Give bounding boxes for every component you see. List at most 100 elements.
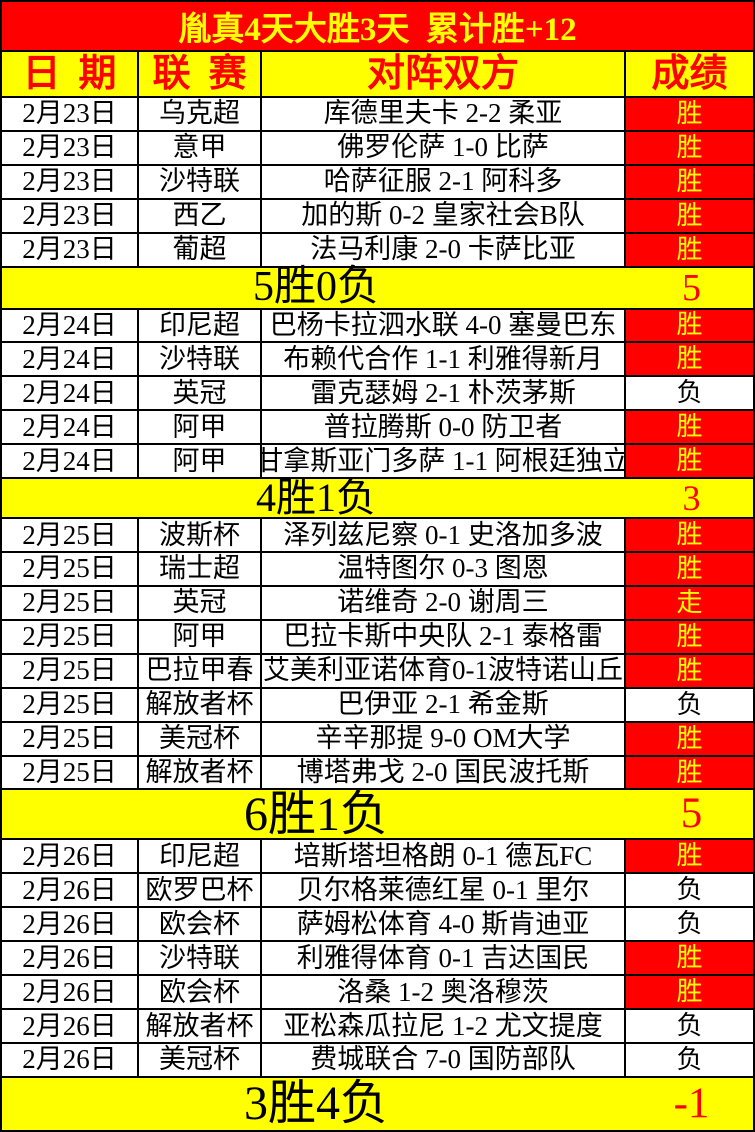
date-cell: 2月24日 bbox=[2, 309, 139, 342]
match-cell: 亚松森瓜拉尼 1-2 尤文提度 bbox=[262, 1010, 626, 1043]
table-row: 2月26日 印尼超 培斯塔坦格朗 0-1 德瓦FC 胜 bbox=[2, 840, 753, 875]
summary-label: 6胜1负 bbox=[243, 787, 388, 841]
result-cell: 胜 bbox=[626, 840, 753, 873]
result-cell: 胜 bbox=[626, 411, 753, 444]
date-cell: 2月25日 bbox=[2, 688, 139, 721]
match-cell: 加的斯 0-2 皇家社会B队 bbox=[262, 199, 626, 232]
summary-label: 5胜0负 bbox=[252, 263, 379, 310]
result-cell: 胜 bbox=[626, 942, 753, 975]
match-cell: 辛辛那提 9-0 OM大学 bbox=[262, 722, 626, 755]
match-cell: 雷克瑟姆 2-1 朴茨茅斯 bbox=[262, 377, 626, 410]
summary-row: 5胜0负 5 bbox=[2, 263, 753, 310]
result-cell: 胜 bbox=[626, 309, 753, 342]
table-row: 2月25日 瑞士超 温特图尔 0-3 图恩胜 bbox=[2, 553, 753, 587]
result-cell: 胜 bbox=[626, 131, 753, 164]
date-cell: 2月26日 bbox=[2, 874, 139, 907]
result-cell: 负 bbox=[626, 908, 753, 941]
table-header-row: 日期 联赛 对阵双方 成绩 bbox=[2, 52, 753, 98]
result-cell: 胜 bbox=[626, 722, 753, 755]
column-header-match: 对阵双方 bbox=[262, 52, 626, 96]
table-row: 2月23日 乌克超 库德里夫卡 2-2 柔亚胜 bbox=[2, 98, 753, 132]
result-cell: 负 bbox=[626, 377, 753, 410]
table-row: 2月26日 美冠杯 费城联合 7-0 国防部队负 bbox=[2, 1044, 753, 1078]
match-cell: 布赖代合作 1-1 利雅得新月 bbox=[262, 343, 626, 376]
league-cell: 印尼超 bbox=[139, 840, 262, 873]
column-header-result: 成绩 bbox=[651, 53, 728, 95]
match-cell: 佛罗伦萨 1-0 比萨 bbox=[262, 131, 626, 164]
match-cell: 费城联合 7-0 国防部队 bbox=[262, 1044, 626, 1076]
match-cell: 贝尔格莱德红星 0-1 里尔 bbox=[262, 874, 626, 907]
match-cell: 洛桑 1-2 奥洛穆茨 bbox=[262, 976, 626, 1009]
date-cell: 2月24日 bbox=[2, 411, 139, 444]
result-cell: 负 bbox=[626, 874, 753, 907]
date-cell: 2月26日 bbox=[2, 942, 139, 975]
date-cell: 2月25日 bbox=[2, 756, 139, 789]
date-cell: 2月26日 bbox=[2, 976, 139, 1009]
table-row: 2月23日 葡超 法马利康 2-0 卡萨比亚胜 bbox=[2, 233, 753, 268]
result-cell: 胜 bbox=[626, 553, 753, 585]
date-cell: 2月25日 bbox=[2, 620, 139, 653]
table-row: 2月25日 波斯杯 泽列兹尼察 0-1 史洛加多波胜 bbox=[2, 519, 753, 554]
date-cell: 2月25日 bbox=[2, 519, 139, 552]
result-cell: 胜 bbox=[626, 343, 753, 376]
table-row: 2月24日 英冠 雷克瑟姆 2-1 朴茨茅斯负 bbox=[2, 377, 753, 412]
match-cell: 泽列兹尼察 0-1 史洛加多波 bbox=[262, 519, 626, 552]
table-row: 2月25日 阿甲 巴拉卡斯中央队 2-1 泰格雷胜 bbox=[2, 620, 753, 655]
league-cell: 美冠杯 bbox=[139, 1044, 262, 1076]
table-row: 2月25日 美冠杯 辛辛那提 9-0 OM大学胜 bbox=[2, 722, 753, 757]
result-cell: 胜 bbox=[626, 519, 753, 552]
match-cell: 培斯塔坦格朗 0-1 德瓦FC bbox=[262, 840, 626, 873]
match-cell: 萨姆松体育 4-0 斯肯迪亚 bbox=[262, 908, 626, 941]
league-cell: 欧罗巴杯 bbox=[139, 874, 262, 907]
result-cell: 负 bbox=[626, 688, 753, 721]
result-cell: 胜 bbox=[626, 976, 753, 1009]
date-cell: 2月23日 bbox=[2, 98, 139, 130]
table-row: 2月25日 巴拉甲春 艾美利亚诺体育0-1波特诺山丘胜 bbox=[2, 654, 753, 689]
date-cell: 2月24日 bbox=[2, 343, 139, 376]
league-cell: 解放者杯 bbox=[139, 688, 262, 721]
table-row: 2月24日 印尼超 巴杨卡拉泗水联 4-0 塞曼巴东胜 bbox=[2, 309, 753, 344]
match-cell: 巴杨卡拉泗水联 4-0 塞曼巴东 bbox=[262, 309, 626, 342]
league-cell: 阿甲 bbox=[139, 445, 262, 478]
table-row: 2月26日 欧罗巴杯 贝尔格莱德红星 0-1 里尔负 bbox=[2, 874, 753, 909]
table-row: 2月26日 沙特联 利雅得体育 0-1 吉达国民胜 bbox=[2, 942, 753, 977]
match-cell: 库德里夫卡 2-2 柔亚 bbox=[262, 98, 626, 130]
date-cell: 2月25日 bbox=[2, 586, 139, 619]
table-row: 2月23日 沙特联 哈萨征服 2-1 阿科多胜 bbox=[2, 165, 753, 200]
league-cell: 瑞士超 bbox=[139, 553, 262, 585]
league-cell: 西乙 bbox=[139, 199, 262, 232]
match-cell: 巴拉卡斯中央队 2-1 泰格雷 bbox=[262, 620, 626, 653]
summary-score: 3 bbox=[682, 478, 701, 519]
league-cell: 欧会杯 bbox=[139, 908, 262, 941]
result-cell: 负 bbox=[626, 1044, 753, 1076]
date-cell: 2月24日 bbox=[2, 445, 139, 478]
result-cell: 胜 bbox=[626, 654, 753, 687]
summary-label: 3胜4负 bbox=[243, 1077, 388, 1131]
result-cell: 胜 bbox=[626, 98, 753, 130]
result-cell: 胜 bbox=[626, 620, 753, 653]
table-row: 2月23日 西乙 加的斯 0-2 皇家社会B队胜 bbox=[2, 199, 753, 234]
result-cell: 胜 bbox=[626, 165, 753, 198]
league-cell: 印尼超 bbox=[139, 309, 262, 342]
match-cell: 利雅得体育 0-1 吉达国民 bbox=[262, 942, 626, 975]
date-cell: 2月23日 bbox=[2, 131, 139, 164]
match-cell: 法马利康 2-0 卡萨比亚 bbox=[262, 233, 626, 266]
summary-score: 5 bbox=[680, 790, 703, 838]
column-header-date: 日期 bbox=[2, 52, 139, 96]
match-cell: 巴伊亚 2-1 希金斯 bbox=[262, 688, 626, 721]
match-cell: 艾美利亚诺体育0-1波特诺山丘 bbox=[262, 654, 626, 687]
result-cell: 胜 bbox=[626, 199, 753, 232]
summary-label: 4胜1负 bbox=[256, 475, 376, 521]
date-cell: 2月26日 bbox=[2, 908, 139, 941]
summary-row: 4胜1负 3 bbox=[2, 475, 753, 521]
match-cell: 诺维奇 2-0 谢周三 bbox=[262, 586, 626, 619]
league-cell: 欧会杯 bbox=[139, 976, 262, 1009]
league-cell: 英冠 bbox=[139, 586, 262, 619]
match-cell: 温特图尔 0-3 图恩 bbox=[262, 553, 626, 585]
league-cell: 沙特联 bbox=[139, 343, 262, 376]
date-cell: 2月23日 bbox=[2, 165, 139, 198]
table-row: 2月26日 解放者杯 亚松森瓜拉尼 1-2 尤文提度负 bbox=[2, 1010, 753, 1045]
table-row: 2月24日 阿甲 甘拿斯亚门多萨 1-1 阿根廷独立胜 bbox=[2, 445, 753, 480]
result-cell: 胜 bbox=[626, 445, 753, 478]
table-row: 2月24日 沙特联 布赖代合作 1-1 利雅得新月胜 bbox=[2, 343, 753, 378]
